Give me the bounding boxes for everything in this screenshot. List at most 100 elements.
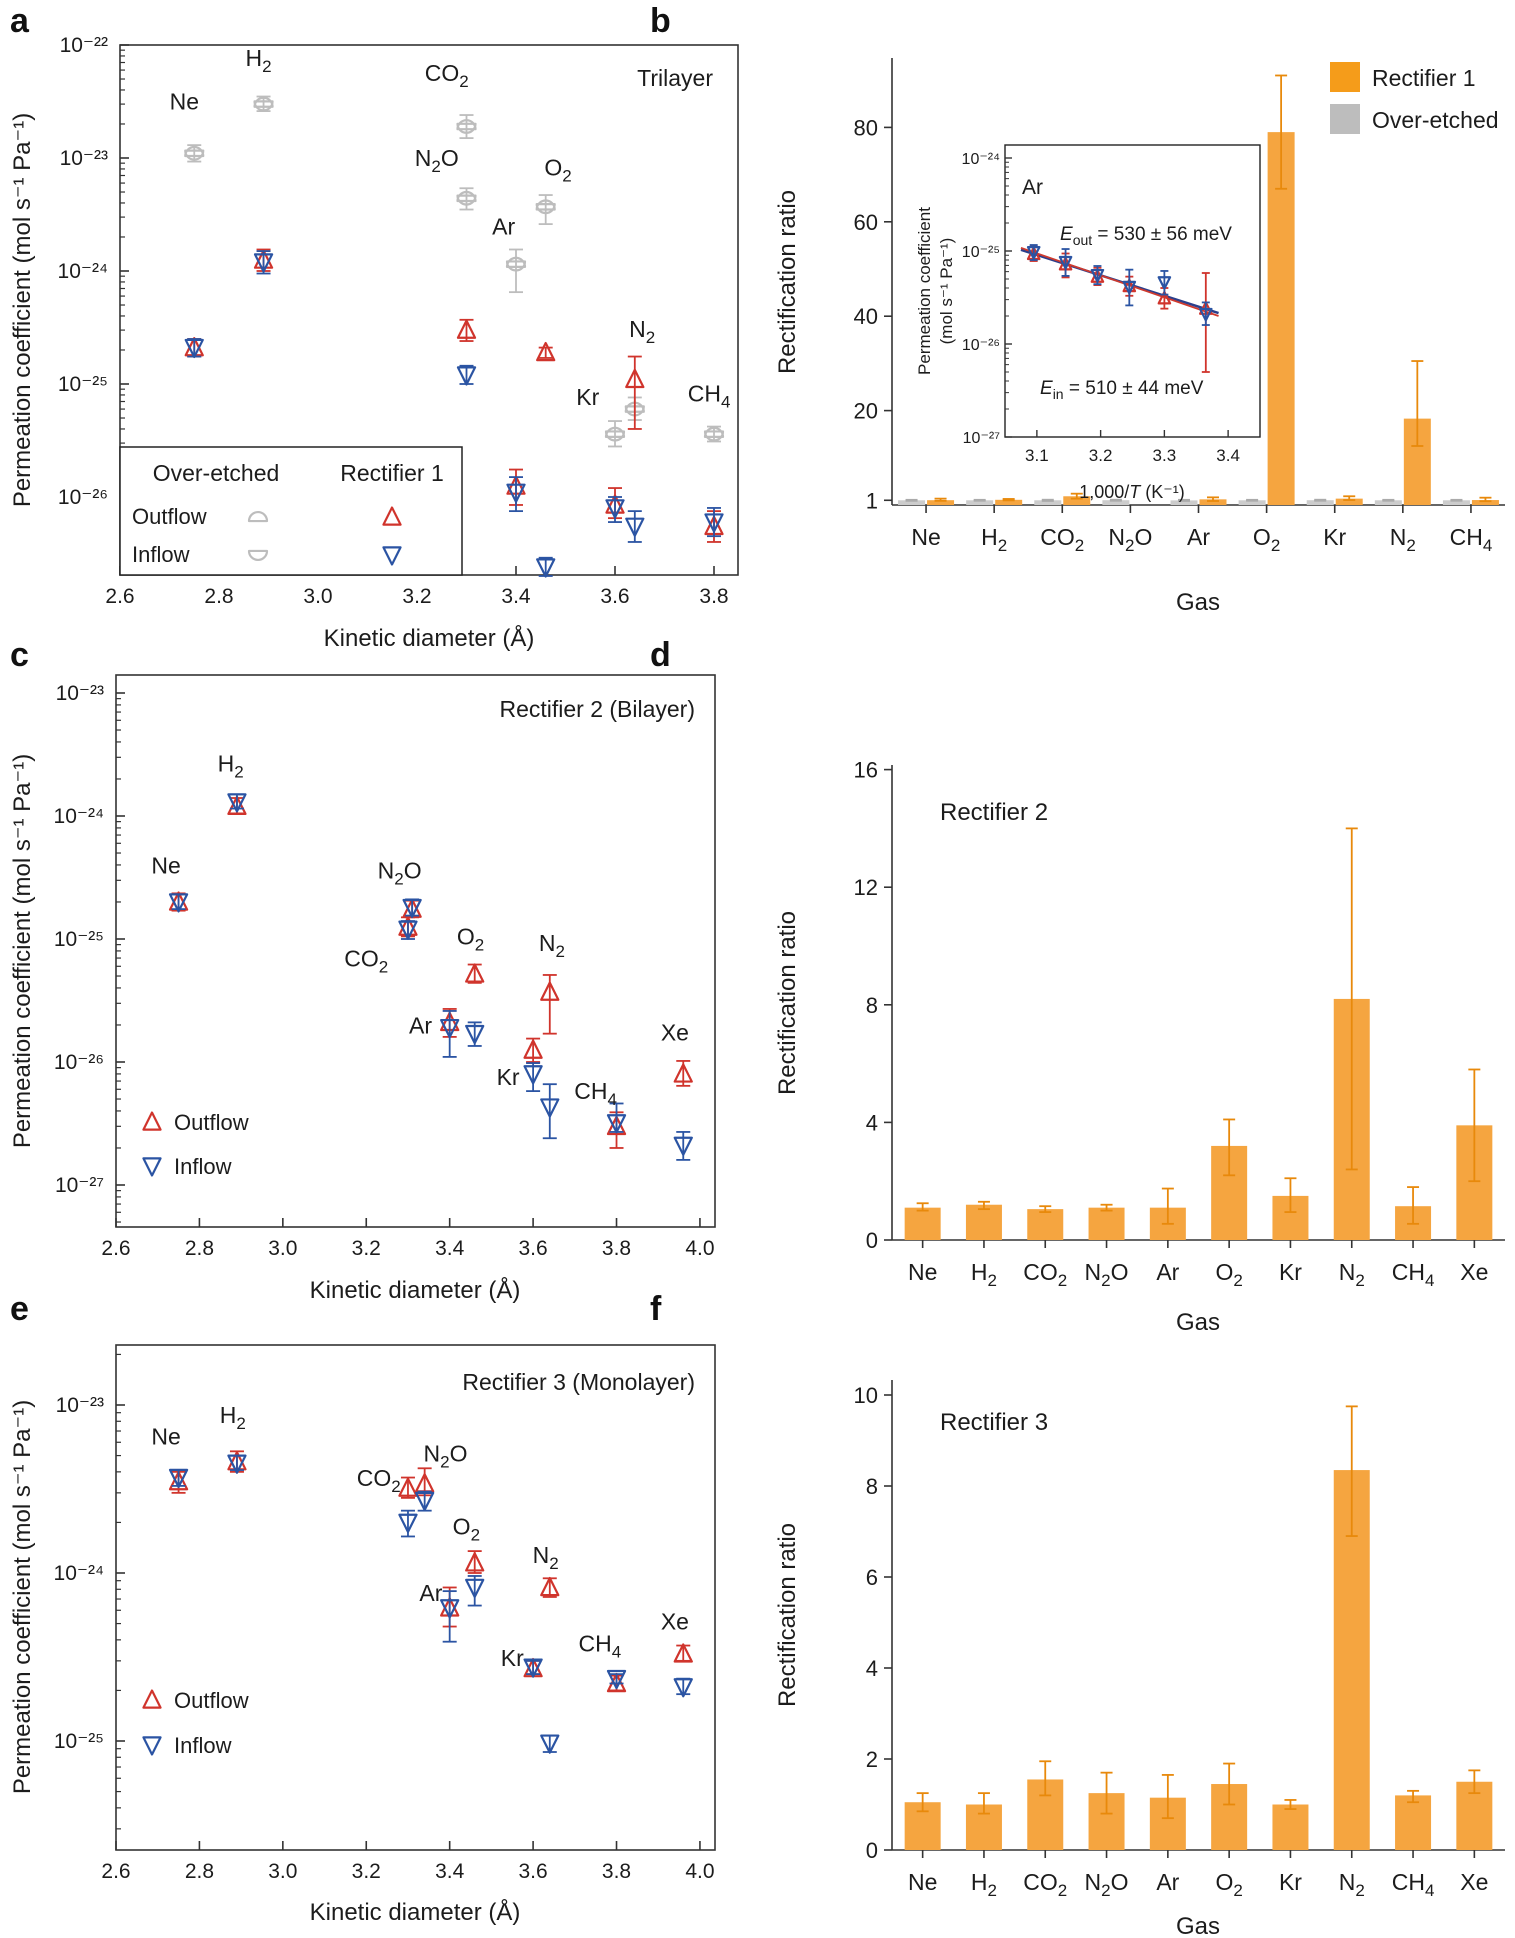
point-ch4 [606, 1669, 627, 1690]
legend-marker-inflow [247, 549, 269, 562]
x-tick-label-ar: Ar [1156, 1869, 1179, 1895]
inset-point-1 [1058, 255, 1073, 270]
point-ar [505, 256, 527, 272]
panel-c: 2.6 2.8 3.0 3.2 3.4 3.6 3.8 4.010⁻²³10⁻²⁴10⁻²⁵1… [9, 674, 716, 1304]
x-tick-label: 3.8 [602, 1237, 631, 1260]
inset-err-4 [1160, 270, 1169, 296]
inset-y-tick-label: 10⁻²⁶ [962, 337, 1000, 354]
bar-ch4 [1442, 500, 1470, 505]
y-tick-label: 10⁻²³ [60, 147, 108, 170]
bar-o2 [1238, 500, 1266, 505]
point-kr [523, 1658, 543, 1678]
point-n2o [402, 898, 422, 919]
y-tick-label: 8 [866, 993, 878, 1018]
point-n2 [625, 368, 645, 389]
gas-label-o2: O2 [544, 155, 571, 186]
y-tick-label: 0 [866, 1228, 878, 1253]
point-n2 [540, 1576, 560, 1597]
bar-ch4 [1395, 1795, 1432, 1850]
x-tick-label-kr: Kr [1279, 1869, 1302, 1895]
point-kr [523, 1039, 543, 1059]
legend-label: Outflow [174, 1110, 249, 1135]
point-n2 [540, 1098, 560, 1118]
x-tick-label-n2o: N2O [1085, 1259, 1129, 1290]
point-kr [604, 426, 626, 442]
bar-err-o2 [1223, 1762, 1236, 1806]
bar-err-h2 [977, 1792, 990, 1815]
gas-label-h2: H2 [220, 1402, 246, 1433]
series-rectifier-3 [904, 1405, 1493, 1850]
bar-err-co2 [1039, 1760, 1052, 1797]
x-tick-label-ch4: CH4 [1392, 1869, 1435, 1900]
bar-err-ch4 [1407, 1789, 1420, 1804]
point-n2o [415, 1491, 435, 1512]
legend-row-label: Inflow [132, 542, 190, 567]
point-co2 [398, 920, 418, 940]
y-axis-label: Rectification ratio [774, 190, 801, 374]
bar-h2 [965, 1204, 1002, 1240]
gas-label-co2: CO2 [357, 1465, 401, 1496]
gas-label-o2: O2 [457, 924, 484, 955]
bar-co2 [1063, 496, 1091, 505]
panel-b: 1 20 40 60 80 Ne H2 CO2 N2O Ar O2 Kr N2 CH4 Gas Rectifi… [774, 58, 1505, 616]
y-tick-label: 10⁻²² [60, 34, 108, 57]
bar-err-co2 [1070, 492, 1083, 500]
x-tick-label: 3.6 [600, 585, 629, 608]
y-tick-label: 10⁻²⁷ [55, 1174, 104, 1197]
panel-title: Rectifier 2 (Bilayer) [499, 696, 695, 722]
err-co2 [459, 114, 474, 140]
y-tick-label: 10⁻²³ [56, 1394, 104, 1417]
inset-y-tick-label: 10⁻²⁵ [962, 244, 1000, 261]
x-tick-label-ch4: CH4 [1450, 524, 1493, 555]
series-over-etched [184, 95, 725, 448]
legend-swatch-over-etched [1330, 104, 1360, 134]
inset-y-axis-label-0: Permeation coefficient [915, 207, 934, 375]
gas-label-co2: CO2 [344, 945, 388, 976]
y-axis: 10⁻²³ 10⁻²⁴ 10⁻²⁵ [54, 1353, 125, 1830]
y-tick-label: 8 [866, 1474, 878, 1499]
x-tick-label: 3.6 [518, 1237, 547, 1260]
panel-f: 0 2 4 6 8 10 Ne H2 CO2 N2O Ar O2 Kr N2 CH4 Xe Gas Rectifi… [774, 1380, 1505, 1938]
bar-err-o2 [1223, 1118, 1236, 1177]
err-ar [442, 1010, 457, 1058]
gas-label-xe: Xe [661, 1019, 689, 1045]
bar-err-n2o [1100, 1771, 1113, 1815]
inset-x-tick-label: 3.4 [1216, 446, 1240, 465]
point-xe [673, 1136, 693, 1156]
inset-fit-line-1 [1020, 247, 1219, 317]
y-tick-label: 10⁻²⁵ [54, 1730, 104, 1753]
panel-letter-f: f [650, 1290, 662, 1328]
series-rectifier-2 [904, 827, 1493, 1240]
gas-label-ch4: CH4 [578, 1631, 621, 1662]
x-tick-label-co2: CO2 [1023, 1869, 1067, 1900]
x-tick-label-xe: Xe [1460, 1259, 1488, 1285]
gas-label-n2o: N2O [378, 858, 422, 889]
inset-err-1 [1061, 248, 1070, 277]
bar-n2 [1374, 500, 1402, 505]
y-tick-label: 10 [854, 1383, 878, 1408]
x-tick-label: 3.2 [402, 585, 431, 608]
x-tick-label: 3.0 [303, 585, 332, 608]
y-tick-label: 10⁻²⁴ [58, 260, 108, 283]
bar-err-h2 [973, 498, 986, 502]
panel-a: 2.6 2.8 3.0 3.2 3.4 3.6 3.810⁻²²10⁻²³10⁻²⁴10⁻²… [9, 34, 739, 652]
bar-err-ne [934, 497, 947, 502]
x-axis: Ne H2 CO2 N2O Ar O2 Kr N2 CH4 Xe [908, 1850, 1488, 1900]
point-n2 [624, 401, 645, 417]
y-tick-label: 10⁻²⁶ [54, 1051, 104, 1074]
point-o2 [465, 1578, 485, 1599]
gas-label-xe: Xe [661, 1609, 689, 1635]
x-axis: 2.6 2.8 3.0 3.2 3.4 3.6 3.8 4.0 [101, 1841, 715, 1883]
x-tick-label: 3.8 [602, 1860, 631, 1883]
err-ch4 [609, 1673, 624, 1685]
bar-err-o2 [1246, 498, 1259, 502]
x-tick-label-o2: O2 [1253, 524, 1280, 555]
bar-ar [1199, 499, 1227, 505]
gas-label-ne: Ne [151, 1424, 180, 1450]
x-axis-label: Kinetic diameter (Å) [310, 1276, 521, 1304]
legend-marker-outflow [142, 1689, 162, 1709]
point-xe [673, 1063, 693, 1083]
x-tick-label-ch4: CH4 [1392, 1259, 1435, 1290]
bar-err-ne [916, 1792, 929, 1813]
bar-ne [927, 500, 955, 505]
